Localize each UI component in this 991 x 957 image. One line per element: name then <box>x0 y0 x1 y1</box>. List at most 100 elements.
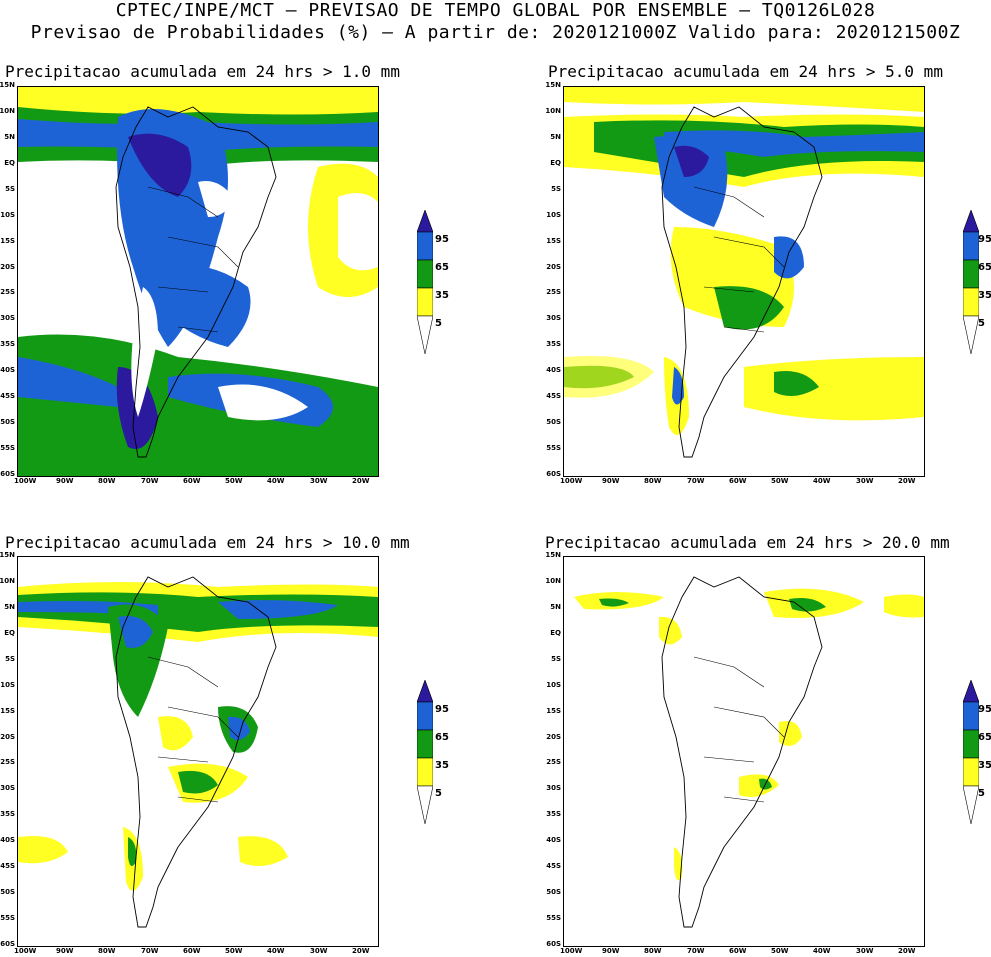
lon-tick-label: 100W <box>14 477 37 485</box>
lat-tick-label: 30S <box>546 784 561 793</box>
panel-title-20mm: Precipitacao acumulada em 24 hrs > 20.0 … <box>545 533 950 552</box>
lat-tick-label: 5S <box>551 654 561 663</box>
lon-tick-label: 60W <box>183 477 201 485</box>
legend-band-5 <box>417 287 433 317</box>
lat-tick-label: 35S <box>546 810 561 819</box>
lat-tick-label: 50S <box>546 418 561 427</box>
legend-band-35 <box>417 259 433 289</box>
lat-tick-label: EQ <box>550 158 561 167</box>
lat-tick-label: 20S <box>546 732 561 741</box>
legend-band-65 <box>417 231 433 261</box>
lat-tick-label: 55S <box>546 914 561 923</box>
legend-panel-4 <box>963 680 979 825</box>
lat-tick-label: 5N <box>4 132 15 141</box>
lon-tick-label: 30W <box>856 947 874 955</box>
lon-tick-label: 80W <box>98 477 116 485</box>
lat-tick-label: 60S <box>546 940 561 948</box>
lat-tick-label: 5N <box>550 602 561 611</box>
lon-tick-label: 50W <box>225 477 243 485</box>
legend-label-5: 5 <box>435 788 442 799</box>
map-panel-1mm <box>17 86 379 477</box>
lon-tick-label: 70W <box>141 947 159 955</box>
lon-tick-label: 40W <box>813 477 831 485</box>
lat-tick-label: 50S <box>546 888 561 897</box>
lat-tick-label: 15N <box>0 81 15 89</box>
lat-tick-label: 15S <box>0 706 15 715</box>
lat-tick-label: 5S <box>551 184 561 193</box>
panel-title-5mm: Precipitacao acumulada em 24 hrs > 5.0 m… <box>548 62 943 81</box>
legend-label-65: 65 <box>978 732 991 743</box>
lat-tick-label: 10S <box>546 210 561 219</box>
lat-tick-label: 15S <box>546 706 561 715</box>
lon-tick-label: 90W <box>56 947 74 955</box>
lat-tick-label: 45S <box>546 862 561 871</box>
legend-label-95: 95 <box>978 704 991 715</box>
lat-tick-label: 5S <box>5 654 15 663</box>
lon-tick-label: 30W <box>856 477 874 485</box>
legend-label-65: 65 <box>435 732 449 743</box>
lat-tick-label: 10N <box>545 106 561 115</box>
lat-tick-label: 35S <box>546 340 561 349</box>
lon-tick-label: 50W <box>771 477 789 485</box>
legend-label-35: 35 <box>435 760 449 771</box>
lat-tick-label: 40S <box>0 836 15 845</box>
lat-tick-label: 10S <box>0 210 15 219</box>
map-panel-10mm <box>17 556 379 947</box>
lat-tick-label: 25S <box>0 758 15 767</box>
lat-tick-label: 10S <box>546 680 561 689</box>
lat-tick-label: EQ <box>4 628 15 637</box>
lon-tick-label: 90W <box>602 947 620 955</box>
lat-tick-label: 15S <box>546 236 561 245</box>
map-panel-5mm <box>563 86 925 477</box>
lon-tick-label: 50W <box>771 947 789 955</box>
main-title-line1: CPTEC/INPE/MCT — PREVISAO DE TEMPO GLOBA… <box>115 0 876 21</box>
legend-label-95: 95 <box>435 704 449 715</box>
lon-tick-label: 100W <box>14 947 37 955</box>
lon-tick-label: 20W <box>352 947 370 955</box>
lat-tick-label: 20S <box>0 732 15 741</box>
lat-tick-label: 55S <box>0 444 15 453</box>
lat-tick-label: 60S <box>0 940 15 948</box>
lat-tick-label: 25S <box>546 288 561 297</box>
lon-tick-label: 80W <box>644 477 662 485</box>
legend-label-5: 5 <box>978 318 985 329</box>
lat-tick-label: 45S <box>0 392 15 401</box>
main-title-line2: Previsao de Probabilidades (%) — A parti… <box>30 22 961 43</box>
lat-tick-label: 40S <box>546 836 561 845</box>
legend-label-95: 95 <box>435 234 449 245</box>
lat-tick-label: 25S <box>546 758 561 767</box>
lat-tick-label: 55S <box>546 444 561 453</box>
lat-tick-label: 40S <box>546 366 561 375</box>
lat-tick-label: 25S <box>0 288 15 297</box>
lat-tick-label: 45S <box>546 392 561 401</box>
lat-tick-label: 30S <box>0 314 15 323</box>
lat-tick-label: EQ <box>4 158 15 167</box>
lon-tick-label: 100W <box>560 477 583 485</box>
panel-title-10mm: Precipitacao acumulada em 24 hrs > 10.0 … <box>5 533 410 552</box>
lon-tick-label: 90W <box>602 477 620 485</box>
lat-tick-label: 15N <box>545 551 561 559</box>
legend-panel-3 <box>417 680 433 825</box>
legend-label-35: 35 <box>978 290 991 301</box>
lat-tick-label: 50S <box>0 418 15 427</box>
lon-tick-label: 60W <box>729 477 747 485</box>
lat-tick-label: EQ <box>550 628 561 637</box>
legend-arrow-bottom <box>417 315 433 355</box>
lat-tick-label: 30S <box>0 784 15 793</box>
lat-tick-label: 60S <box>0 470 15 478</box>
lon-tick-label: 100W <box>560 947 583 955</box>
lat-tick-label: 10N <box>0 576 15 585</box>
lon-tick-label: 40W <box>813 947 831 955</box>
lat-tick-label: 30S <box>546 314 561 323</box>
lat-tick-label: 5N <box>4 602 15 611</box>
lat-tick-label: 35S <box>0 810 15 819</box>
panel-title-1mm: Precipitacao acumulada em 24 hrs > 1.0 m… <box>5 62 400 81</box>
lon-tick-label: 90W <box>56 477 74 485</box>
map-panel-20mm <box>563 556 925 947</box>
lat-tick-label: 20S <box>546 262 561 271</box>
lon-tick-label: 80W <box>644 947 662 955</box>
lon-tick-label: 20W <box>898 947 916 955</box>
lat-tick-label: 10S <box>0 680 15 689</box>
lon-tick-label: 70W <box>687 477 705 485</box>
lon-tick-label: 20W <box>898 477 916 485</box>
